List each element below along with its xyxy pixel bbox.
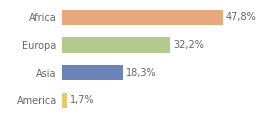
Bar (62, 37, 170, 53)
Text: 47,8%: 47,8% (226, 12, 256, 22)
Bar (62, 65, 123, 80)
Text: 1,7%: 1,7% (70, 95, 95, 105)
Bar (62, 10, 223, 25)
Bar (62, 93, 67, 108)
Text: 18,3%: 18,3% (126, 68, 157, 78)
Text: 32,2%: 32,2% (173, 40, 204, 50)
